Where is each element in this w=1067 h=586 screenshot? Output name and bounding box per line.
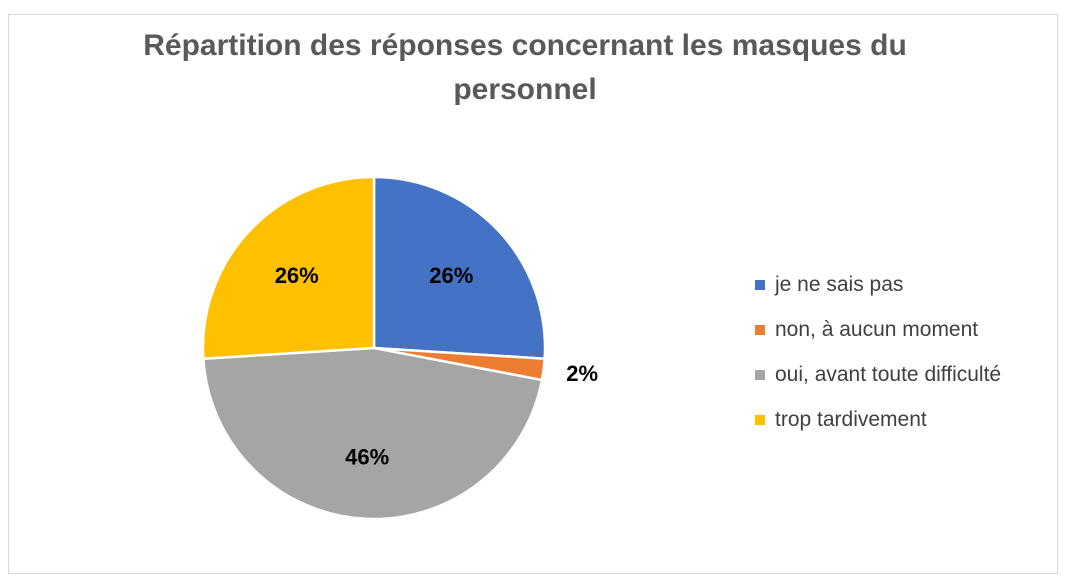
legend-swatch: [755, 414, 765, 425]
legend-item-non-a-aucun-moment: non, à aucun moment: [755, 307, 1055, 352]
legend-item-je-ne-sais-pas: je ne sais pas: [755, 262, 1055, 307]
data-label-0: 26%: [429, 263, 473, 288]
pie-slice-0: [372, 175, 547, 360]
data-label-3: 26%: [275, 263, 319, 288]
legend: je ne sais pas non, à aucun moment oui, …: [755, 262, 1055, 442]
pie-slice-2: [202, 346, 544, 521]
legend-swatch: [755, 369, 765, 380]
legend-swatch: [755, 279, 765, 290]
chart-title: Répartition des réponses concernant les …: [143, 29, 907, 106]
pie-slices: [201, 175, 547, 521]
data-label-1: 2%: [566, 361, 598, 386]
legend-label: je ne sais pas: [775, 272, 904, 296]
pie-slice-3: [201, 175, 376, 360]
data-label-2: 46%: [345, 445, 389, 470]
legend-label: non, à aucun moment: [775, 317, 979, 341]
legend-swatch: [755, 324, 765, 335]
legend-label: trop tardivement: [775, 407, 927, 431]
legend-item-oui-avant-toute-difficulte: oui, avant toute difficulté: [755, 352, 1055, 397]
legend-label: oui, avant toute difficulté: [775, 362, 1002, 386]
pie-data-labels: 26% 2% 46% 26%: [275, 263, 598, 470]
legend-item-trop-tardivement: trop tardivement: [755, 397, 1055, 442]
